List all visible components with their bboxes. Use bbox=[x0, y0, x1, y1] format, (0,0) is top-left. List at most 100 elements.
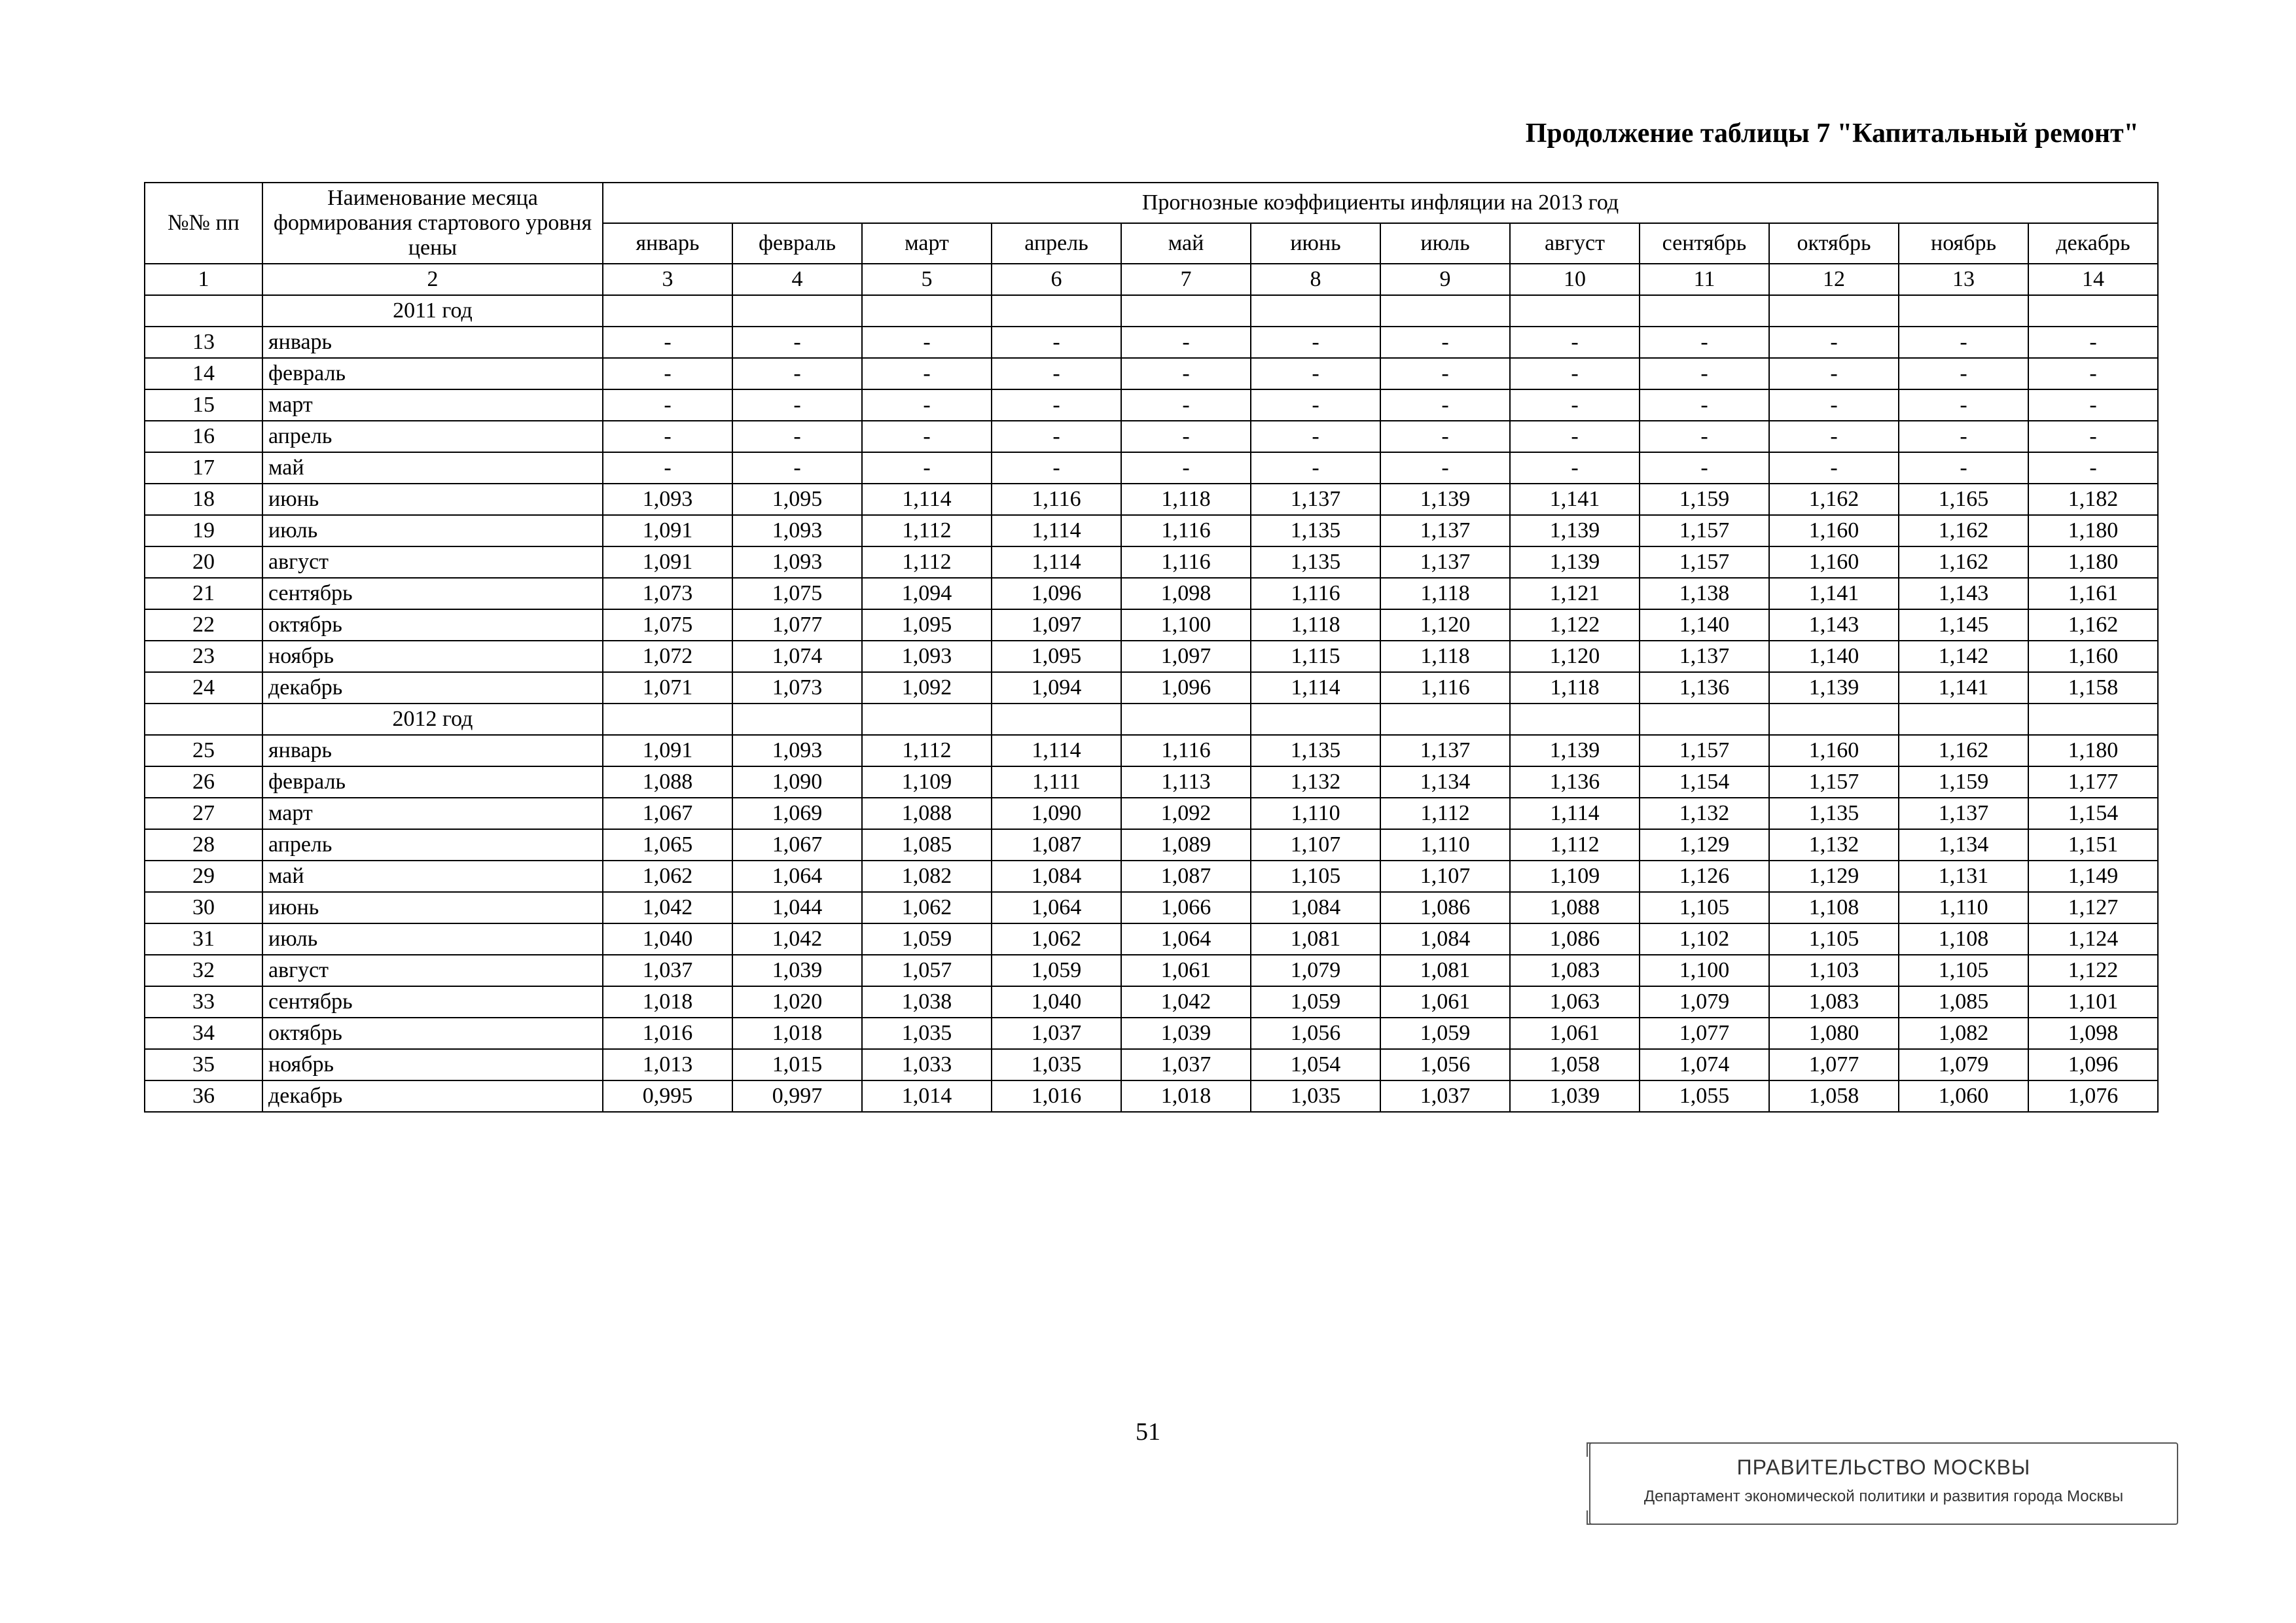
cell-value: 1,135 bbox=[1769, 798, 1899, 829]
cell-value: 1,139 bbox=[1510, 515, 1640, 546]
cell-value: 1,182 bbox=[2028, 484, 2158, 515]
cell-value: 1,062 bbox=[992, 923, 1121, 955]
cell-value: - bbox=[603, 389, 732, 421]
cell-value: - bbox=[1380, 452, 1510, 484]
header-month: сентябрь bbox=[1640, 223, 1769, 264]
cell-value: 1,139 bbox=[1380, 484, 1510, 515]
cell-value: - bbox=[1899, 389, 2028, 421]
cell-value: 1,137 bbox=[1251, 484, 1380, 515]
table-row: 35ноябрь1,0131,0151,0331,0351,0371,0541,… bbox=[145, 1049, 2158, 1080]
cell-value: - bbox=[862, 452, 992, 484]
cell-month-name: ноябрь bbox=[262, 641, 603, 672]
cell-value: 1,180 bbox=[2028, 735, 2158, 766]
header-month: декабрь bbox=[2028, 223, 2158, 264]
cell-rownum: 25 bbox=[145, 735, 262, 766]
cell-value: 1,076 bbox=[2028, 1080, 2158, 1112]
cell-value: 1,071 bbox=[603, 672, 732, 704]
cell-value: 1,062 bbox=[862, 892, 992, 923]
cell-value: - bbox=[2028, 327, 2158, 358]
cell-rownum: 20 bbox=[145, 546, 262, 578]
cell-value: 1,122 bbox=[2028, 955, 2158, 986]
table-section-row: 2011 год bbox=[145, 295, 2158, 327]
cell-month-name: май bbox=[262, 861, 603, 892]
cell-value: - bbox=[1769, 358, 1899, 389]
inflation-table: №№ пп Наименование месяца формирования с… bbox=[144, 182, 2159, 1113]
table-row: 24декабрь1,0711,0731,0921,0941,0961,1141… bbox=[145, 672, 2158, 704]
cell-value: 1,110 bbox=[1380, 829, 1510, 861]
cell-value: - bbox=[1251, 452, 1380, 484]
cell-value: 1,095 bbox=[732, 484, 862, 515]
cell-value: - bbox=[1121, 389, 1251, 421]
column-number: 11 bbox=[1640, 264, 1769, 295]
cell-value: 1,077 bbox=[1769, 1049, 1899, 1080]
cell-rownum: 21 bbox=[145, 578, 262, 609]
cell-value: 1,118 bbox=[1251, 609, 1380, 641]
cell-value: - bbox=[1899, 421, 2028, 452]
cell-empty bbox=[1510, 295, 1640, 327]
cell-value: - bbox=[1251, 358, 1380, 389]
cell-empty bbox=[1380, 295, 1510, 327]
cell-month-name: февраль bbox=[262, 766, 603, 798]
cell-month-name: январь bbox=[262, 327, 603, 358]
cell-value: 1,127 bbox=[2028, 892, 2158, 923]
cell-value: 1,016 bbox=[992, 1080, 1121, 1112]
cell-value: 1,122 bbox=[1510, 609, 1640, 641]
cell-value: 1,097 bbox=[1121, 641, 1251, 672]
cell-value: 1,033 bbox=[862, 1049, 992, 1080]
cell-value: 1,137 bbox=[1640, 641, 1769, 672]
cell-value: 1,087 bbox=[1121, 861, 1251, 892]
cell-rownum: 23 bbox=[145, 641, 262, 672]
cell-value: 1,018 bbox=[1121, 1080, 1251, 1112]
cell-month-name: сентябрь bbox=[262, 986, 603, 1018]
cell-value: 0,995 bbox=[603, 1080, 732, 1112]
cell-value: - bbox=[1121, 452, 1251, 484]
cell-value: 1,040 bbox=[603, 923, 732, 955]
cell-value: 1,118 bbox=[1380, 641, 1510, 672]
cell-value: 1,159 bbox=[1640, 484, 1769, 515]
cell-value: 1,087 bbox=[992, 829, 1121, 861]
cell-empty bbox=[2028, 295, 2158, 327]
cell-value: 1,014 bbox=[862, 1080, 992, 1112]
cell-value: 1,063 bbox=[1510, 986, 1640, 1018]
cell-value: 1,054 bbox=[1251, 1049, 1380, 1080]
cell-value: 1,091 bbox=[603, 735, 732, 766]
cell-value: 1,074 bbox=[732, 641, 862, 672]
cell-value: - bbox=[1510, 327, 1640, 358]
cell-rownum: 19 bbox=[145, 515, 262, 546]
cell-value: 1,143 bbox=[1769, 609, 1899, 641]
cell-value: 1,111 bbox=[992, 766, 1121, 798]
cell-value: - bbox=[2028, 421, 2158, 452]
cell-value: - bbox=[862, 389, 992, 421]
cell-value: 1,141 bbox=[1510, 484, 1640, 515]
table-body: 2011 год13январь------------14февраль---… bbox=[145, 295, 2158, 1112]
cell-value: - bbox=[732, 327, 862, 358]
cell-value: - bbox=[1899, 452, 2028, 484]
cell-value: 1,118 bbox=[1380, 578, 1510, 609]
cell-rownum: 31 bbox=[145, 923, 262, 955]
cell-value: 1,112 bbox=[1510, 829, 1640, 861]
cell-empty bbox=[603, 704, 732, 735]
column-number: 4 bbox=[732, 264, 862, 295]
cell-value: 1,112 bbox=[862, 735, 992, 766]
header-month: январь bbox=[603, 223, 732, 264]
cell-value: - bbox=[992, 452, 1121, 484]
cell-value: - bbox=[732, 452, 862, 484]
cell-value: 1,072 bbox=[603, 641, 732, 672]
cell-value: 1,107 bbox=[1251, 829, 1380, 861]
cell-value: 0,997 bbox=[732, 1080, 862, 1112]
column-number: 10 bbox=[1510, 264, 1640, 295]
cell-value: 1,114 bbox=[992, 546, 1121, 578]
cell-value: 1,134 bbox=[1380, 766, 1510, 798]
cell-value: 1,062 bbox=[603, 861, 732, 892]
cell-month-name: май bbox=[262, 452, 603, 484]
table-row: 32август1,0371,0391,0571,0591,0611,0791,… bbox=[145, 955, 2158, 986]
cell-value: 1,116 bbox=[1121, 515, 1251, 546]
column-number: 8 bbox=[1251, 264, 1380, 295]
cell-value: 1,157 bbox=[1640, 515, 1769, 546]
header-month: июль bbox=[1380, 223, 1510, 264]
cell-value: 1,101 bbox=[2028, 986, 2158, 1018]
cell-value: 1,061 bbox=[1121, 955, 1251, 986]
cell-rownum: 32 bbox=[145, 955, 262, 986]
cell-empty bbox=[1510, 704, 1640, 735]
cell-value: 1,114 bbox=[862, 484, 992, 515]
